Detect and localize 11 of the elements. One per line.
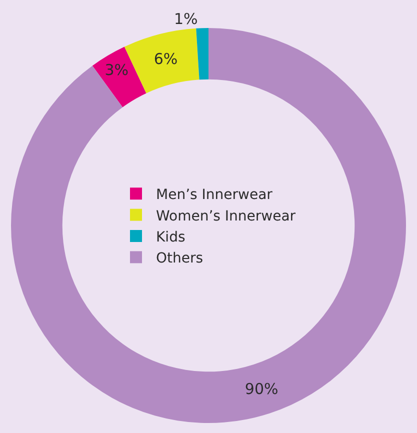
donut-slice (11, 28, 406, 423)
data-label: 3% (104, 61, 129, 80)
data-label: 6% (154, 50, 178, 68)
legend-label: Others (156, 250, 204, 267)
legend-label: Kids (156, 229, 186, 246)
data-label: 90% (244, 380, 278, 398)
data-label: 1% (174, 10, 198, 28)
donut-slice (92, 46, 146, 108)
legend-label: Women’s Innerwear (156, 208, 296, 224)
legend-label: Men’s Innerwear (156, 187, 273, 204)
donut-slice (196, 28, 208, 80)
